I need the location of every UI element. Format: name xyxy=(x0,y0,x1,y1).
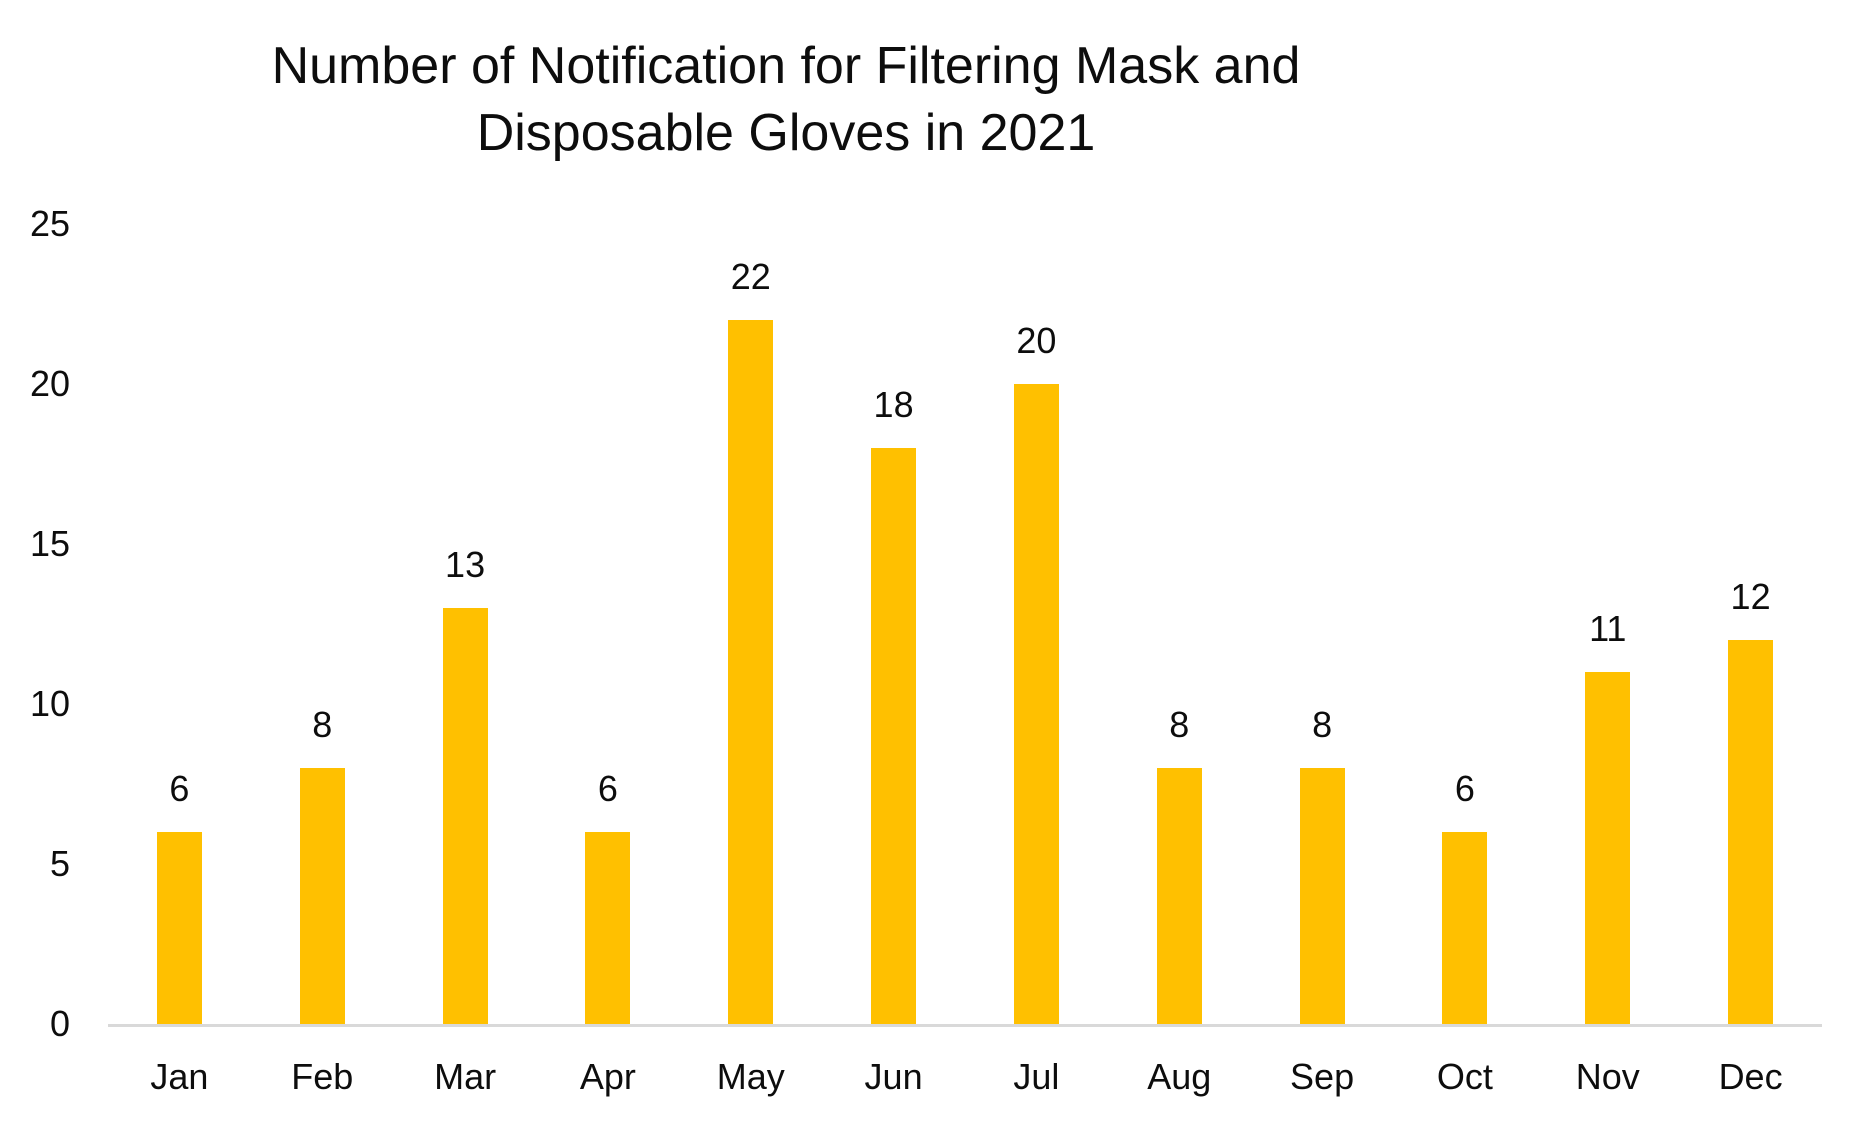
x-axis-tick-label-jun: Jun xyxy=(864,1056,923,1097)
x-axis-tick-label-jan: Jan xyxy=(150,1056,209,1097)
y-axis-tick-label: 20 xyxy=(29,363,70,404)
y-axis-tick-label: 0 xyxy=(49,1003,70,1044)
bar-value-label: 22 xyxy=(730,256,771,297)
x-axis-tick-label-aug: Aug xyxy=(1147,1056,1212,1097)
bar-value-label: 6 xyxy=(1454,768,1475,809)
bar-mar: 13 xyxy=(442,544,488,1024)
x-axis-tick-label-feb: Feb xyxy=(291,1056,354,1097)
x-axis-tick-label-may: May xyxy=(716,1056,785,1097)
bar-aug: 8 xyxy=(1156,704,1202,1024)
x-axis-tick-label-dec: Dec xyxy=(1718,1056,1783,1097)
chart-title: Number of Notification for Filtering Mas… xyxy=(86,33,1486,167)
bar-value-label: 8 xyxy=(312,704,333,745)
bar-apr: 6 xyxy=(585,768,631,1024)
y-axis-tick-label: 25 xyxy=(29,203,70,244)
bar-dec: 12 xyxy=(1728,576,1774,1024)
bar-value-label: 20 xyxy=(1016,320,1057,361)
bar-value-label: 13 xyxy=(445,544,486,585)
bar-may: 22 xyxy=(728,256,774,1024)
y-axis-tick-label: 5 xyxy=(49,843,70,884)
bar-value-label: 11 xyxy=(1589,608,1627,649)
x-axis-tick-label-sep: Sep xyxy=(1290,1056,1355,1097)
bar-value-label: 8 xyxy=(1169,704,1190,745)
bar-oct: 6 xyxy=(1442,768,1488,1024)
chart-title-line-2: Disposable Gloves in 2021 xyxy=(476,104,1096,162)
bar-value-label: 12 xyxy=(1730,576,1771,617)
bar-jun: 18 xyxy=(871,384,917,1024)
x-axis-tick-label-jul: Jul xyxy=(1013,1056,1060,1097)
bar-value-label: 8 xyxy=(1312,704,1333,745)
bar-jul: 20 xyxy=(1013,320,1059,1024)
bar-feb: 8 xyxy=(299,704,345,1024)
bar-value-label: 6 xyxy=(169,768,190,809)
plot-area: 6 8 13 6 22 18 20 8 8 6 11 12 xyxy=(108,224,1822,1027)
bar-value-label: 18 xyxy=(873,384,914,425)
bar-jan: 6 xyxy=(156,768,202,1024)
x-axis-tick-label-apr: Apr xyxy=(579,1056,636,1097)
bar-sep: 8 xyxy=(1299,704,1345,1024)
y-axis-tick-label: 15 xyxy=(29,523,70,564)
x-axis-tick-label-nov: Nov xyxy=(1575,1056,1640,1097)
chart-title-line-1: Number of Notification for Filtering Mas… xyxy=(271,37,1301,95)
x-axis-tick-label-oct: Oct xyxy=(1436,1056,1493,1097)
x-axis-tick-label-mar: Mar xyxy=(434,1056,497,1097)
bar-nov: 11 xyxy=(1585,608,1631,1024)
bar-value-label: 6 xyxy=(597,768,618,809)
y-axis-tick-label: 10 xyxy=(29,683,70,724)
